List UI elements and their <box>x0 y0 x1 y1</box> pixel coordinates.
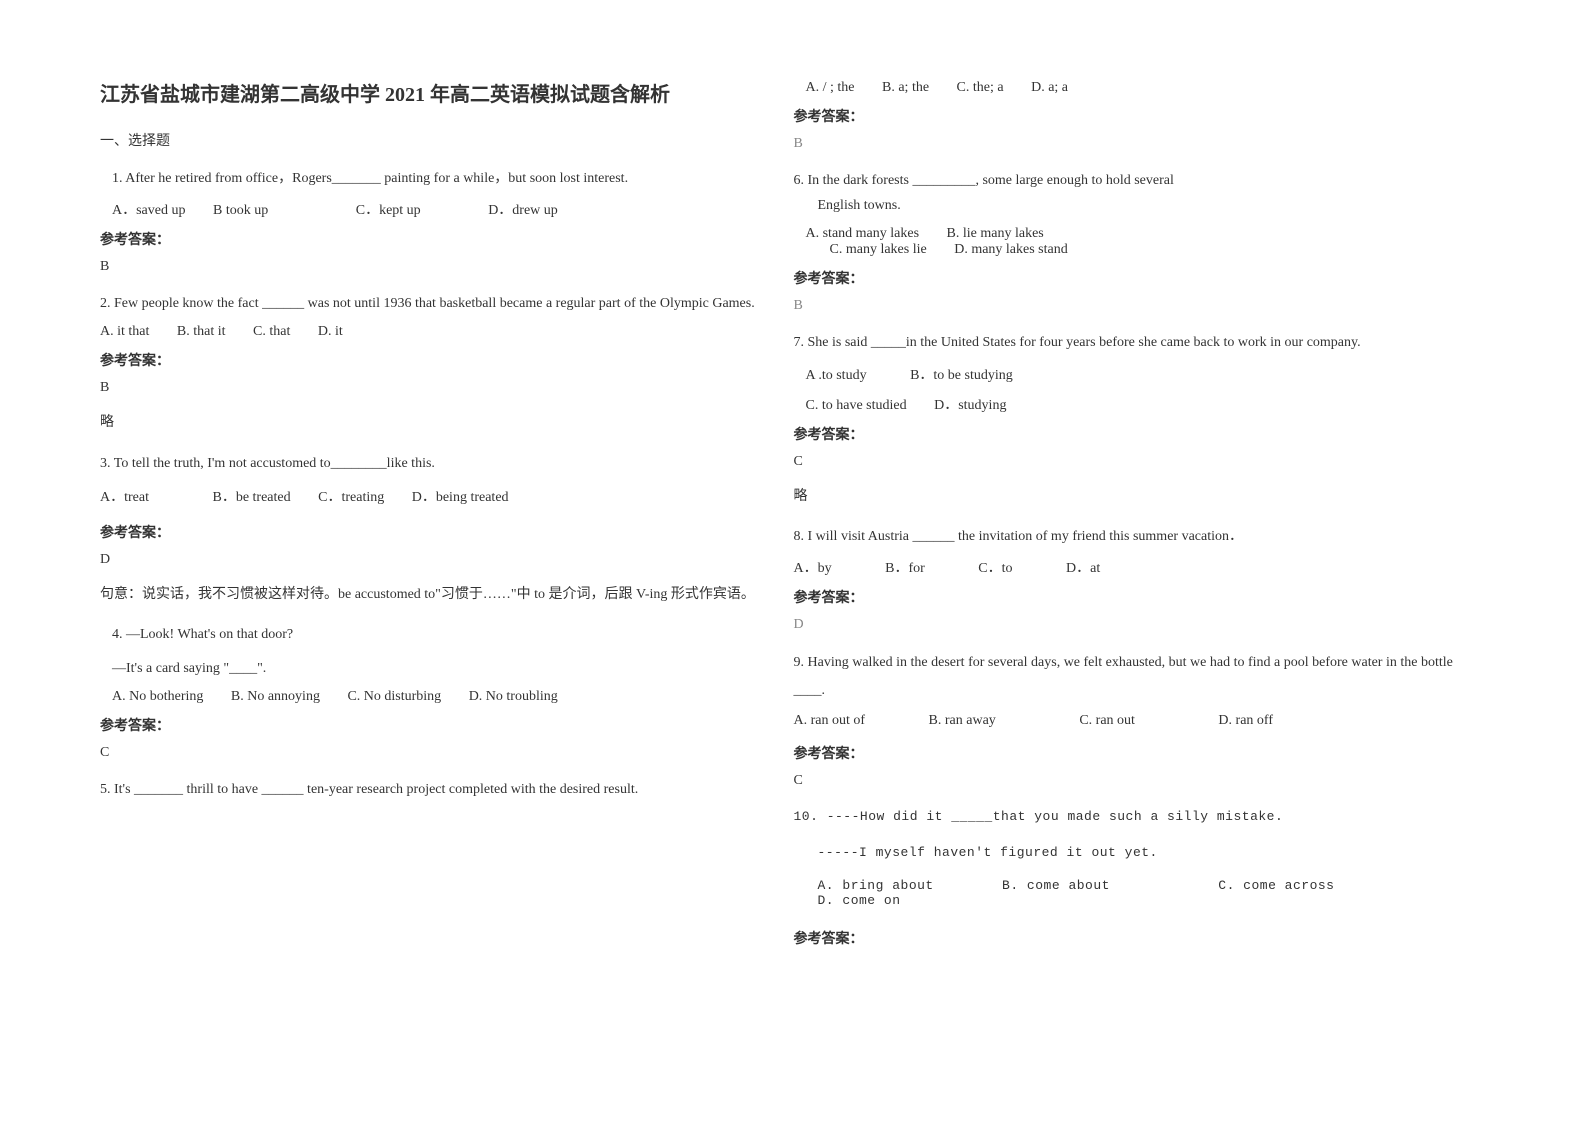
q10-opt-d: D. come on <box>818 893 901 908</box>
question-4-options: A. No bothering B. No annoying C. No dis… <box>100 689 764 705</box>
q8-answer: D <box>794 617 1458 633</box>
q1-opt-b: B took up <box>213 203 268 219</box>
question-1-options: A．saved up B took up C．kept up D．drew up <box>100 199 764 219</box>
q9-answer: C <box>794 773 1458 789</box>
question-6-line2: English towns. <box>794 193 1458 218</box>
question-7-options-row1: A .to study B．to be studying <box>794 364 1458 384</box>
answer-label-2: 参考答案： <box>100 350 764 370</box>
q6-opt-a: A. stand many lakes <box>806 226 920 242</box>
question-10-line2: -----I myself haven't figured it out yet… <box>794 841 1458 864</box>
question-8-text: 8. I will visit Austria ______ the invit… <box>794 524 1458 549</box>
q5-opt-d: D. a; a <box>1031 80 1068 96</box>
q10-opt-b: B. come about <box>1002 878 1110 893</box>
question-10-options: A. bring about B. come about C. come acr… <box>794 878 1458 908</box>
q7-opt-d: D．studying <box>934 394 1006 414</box>
q8-opt-a: A．by <box>794 557 832 577</box>
answer-label-9: 参考答案： <box>794 743 1458 763</box>
q6-opt-b: B. lie many lakes <box>947 226 1044 242</box>
q3-opt-b: B．be treated <box>212 486 290 506</box>
q2-opt-c: C. that <box>253 324 290 340</box>
q10-opt-c: C. come across <box>1218 878 1334 893</box>
question-9-options: A. ran out of B. ran away C. ran out D. … <box>794 713 1458 729</box>
q3-opt-c: C．treating <box>318 486 384 506</box>
q8-opt-c: C．to <box>978 557 1012 577</box>
q4-opt-c: C. No disturbing <box>347 689 441 705</box>
q4-opt-d: D. No troubling <box>469 689 558 705</box>
q4-opt-b: B. No annoying <box>231 689 320 705</box>
answer-label-5: 参考答案： <box>794 106 1458 126</box>
q8-opt-b: B．for <box>885 557 925 577</box>
question-4-line1: 4. —Look! What's on that door? <box>100 622 764 647</box>
question-7-text: 7. She is said _____in the United States… <box>794 330 1458 355</box>
question-4-line2: —It's a card saying "____". <box>100 656 764 681</box>
q1-opt-d: D．drew up <box>488 199 558 219</box>
q5-opt-c: C. the; a <box>957 80 1004 96</box>
q3-answer: D <box>100 552 764 568</box>
q7-answer: C <box>794 454 1458 470</box>
question-9-text: 9. Having walked in the desert for sever… <box>794 649 1458 705</box>
q7-opt-b: B．to be studying <box>910 364 1013 384</box>
q3-opt-d: D．being treated <box>412 486 509 506</box>
right-column: A. / ; the B. a; the C. the; a D. a; a 参… <box>794 80 1488 1082</box>
question-5-options: A. / ; the B. a; the C. the; a D. a; a <box>794 80 1458 96</box>
question-6-options: A. stand many lakes B. lie many lakes C.… <box>794 226 1458 258</box>
question-6-line1: 6. In the dark forests _________, some l… <box>794 168 1458 193</box>
q5-answer: B <box>794 136 1458 152</box>
question-7-options-row2: C. to have studied D．studying <box>794 394 1458 414</box>
q9-opt-b: B. ran away <box>929 713 996 729</box>
q3-note: 句意：说实话，我不习惯被这样对待。be accustomed to"习惯于……"… <box>100 584 764 606</box>
question-3-options: A．treat B．be treated C．treating D．being … <box>100 486 764 506</box>
q6-answer: B <box>794 298 1458 314</box>
q2-answer: B <box>100 380 764 396</box>
q4-answer: C <box>100 745 764 761</box>
document-title: 江苏省盐城市建湖第二高级中学 2021 年高二英语模拟试题含解析 <box>100 80 764 110</box>
question-5-text: 5. It's _______ thrill to have ______ te… <box>100 777 764 802</box>
answer-label-6: 参考答案： <box>794 268 1458 288</box>
q7-opt-a: A .to study <box>806 368 867 384</box>
question-10-line1: 10. ----How did it _____that you made su… <box>794 805 1458 828</box>
q2-opt-d: D. it <box>318 324 343 340</box>
section-header: 一、选择题 <box>100 130 764 150</box>
q3-opt-a: A．treat <box>100 486 149 506</box>
question-3-text: 3. To tell the truth, I'm not accustomed… <box>100 451 764 476</box>
q7-omit: 略 <box>794 486 1458 508</box>
answer-label-4: 参考答案： <box>100 715 764 735</box>
q9-opt-c: C. ran out <box>1079 713 1135 729</box>
left-column: 江苏省盐城市建湖第二高级中学 2021 年高二英语模拟试题含解析 一、选择题 1… <box>100 80 794 1082</box>
answer-label-8: 参考答案： <box>794 587 1458 607</box>
q1-answer: B <box>100 259 764 275</box>
q8-opt-d: D．at <box>1066 557 1100 577</box>
question-2-options: A. it that B. that it C. that D. it <box>100 324 764 340</box>
q2-opt-b: B. that it <box>177 324 226 340</box>
q1-opt-c: C．kept up <box>356 199 421 219</box>
q9-opt-d: D. ran off <box>1218 713 1273 729</box>
question-2-text: 2. Few people know the fact ______ was n… <box>100 291 764 316</box>
answer-label-3: 参考答案： <box>100 522 764 542</box>
question-1-text: 1. After he retired from office，Rogers__… <box>100 166 764 191</box>
q1-opt-a: A．saved up <box>112 199 186 219</box>
q6-opt-c: C. many lakes lie <box>830 242 927 258</box>
answer-label-1: 参考答案： <box>100 229 764 249</box>
q7-opt-c: C. to have studied <box>806 398 907 414</box>
q6-opt-d: D. many lakes stand <box>954 242 1068 258</box>
q2-opt-a: A. it that <box>100 324 149 340</box>
question-8-options: A．by B．for C．to D．at <box>794 557 1458 577</box>
q4-opt-a: A. No bothering <box>112 689 203 705</box>
q9-opt-a: A. ran out of <box>794 713 866 729</box>
q5-opt-b: B. a; the <box>882 80 929 96</box>
q10-opt-a: A. bring about <box>818 878 934 893</box>
q2-omit: 略 <box>100 412 764 434</box>
q5-opt-a: A. / ; the <box>806 80 855 96</box>
answer-label-10: 参考答案： <box>794 928 1458 948</box>
answer-label-7: 参考答案： <box>794 424 1458 444</box>
